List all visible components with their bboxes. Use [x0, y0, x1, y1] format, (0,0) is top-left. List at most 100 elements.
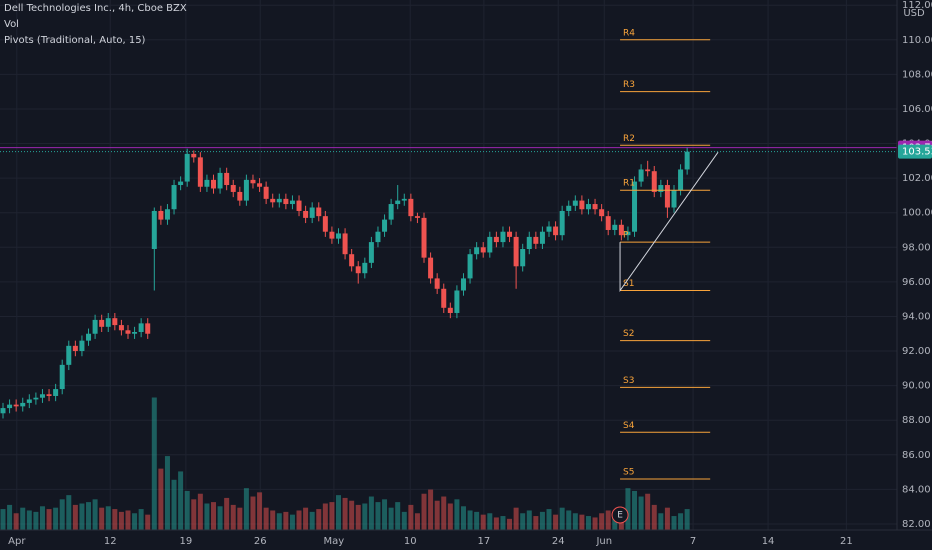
candle-body: [145, 323, 151, 334]
candle-body: [224, 172, 230, 186]
volume-bar: [447, 503, 453, 530]
candle-body: [86, 333, 92, 341]
volume-bar: [546, 509, 552, 530]
volume-bar: [507, 518, 513, 530]
candle-body: [428, 257, 434, 279]
volume-bar: [289, 514, 295, 530]
candle-body: [454, 290, 460, 313]
candle-body: [257, 183, 263, 187]
pivot-label: S1: [623, 279, 634, 289]
x-tick-label: 19: [180, 536, 193, 547]
candle-body: [171, 185, 177, 210]
candle-body: [572, 200, 578, 206]
candle-body: [579, 200, 585, 210]
candle-body: [263, 186, 269, 199]
candle-body: [335, 233, 341, 239]
pivot-label: P: [623, 231, 629, 241]
y-tick-label: 82.00: [902, 519, 931, 530]
candle-body: [645, 169, 651, 172]
candle-body: [349, 254, 355, 267]
volume-bar: [164, 456, 170, 530]
volume-bar: [322, 503, 328, 530]
volume-bar: [342, 497, 348, 530]
volume-bar: [599, 513, 605, 530]
volume-bar: [145, 514, 151, 530]
volume-bar: [138, 509, 144, 530]
volume-bar: [467, 510, 473, 530]
candle-body: [243, 179, 249, 201]
candle-body: [39, 394, 45, 398]
candle-body: [434, 278, 440, 289]
candle-body: [72, 345, 78, 352]
volume-bar: [171, 479, 177, 530]
volume-bar: [296, 510, 302, 530]
candle-body: [132, 332, 138, 334]
candle-body: [638, 169, 644, 182]
candle-body: [59, 364, 65, 390]
candle-body: [191, 153, 197, 158]
volume-bar: [566, 510, 572, 530]
volume-bar: [349, 500, 355, 530]
candle-body: [447, 307, 453, 313]
y-tick-label: 112.00: [902, 0, 932, 11]
volume-bar: [197, 493, 203, 530]
pivot-label: S4: [623, 421, 635, 431]
volume-bar: [283, 511, 289, 530]
volume-bar: [395, 502, 401, 530]
candle-body: [382, 219, 388, 232]
candle-body: [618, 224, 624, 236]
volume-bar: [263, 507, 269, 530]
volume-bar: [59, 499, 65, 530]
volume-bar: [309, 511, 315, 530]
volume-bar: [0, 509, 6, 530]
volume-bar: [664, 507, 670, 530]
pivot-label: S2: [623, 329, 634, 339]
candle-body: [664, 185, 670, 208]
chart-title: Dell Technologies Inc., 4h, Cboe BZX: [4, 3, 187, 14]
indicator-label: Pivots (Traditional, Auto, 15): [4, 35, 146, 46]
candle-body: [671, 190, 677, 208]
candle-body: [526, 236, 532, 250]
candle-body: [520, 249, 526, 267]
y-tick-label: 106.00: [902, 104, 932, 115]
candle-body: [500, 231, 506, 243]
candle-body: [289, 200, 295, 205]
x-tick-label: Apr: [8, 536, 26, 547]
candle-body: [197, 157, 203, 187]
candle-body: [66, 345, 72, 365]
candle-body: [112, 318, 118, 326]
volume-bar: [632, 490, 638, 530]
volume-bar: [355, 504, 361, 530]
x-tick-label: 17: [478, 536, 491, 547]
y-tick-label: 108.00: [902, 69, 932, 80]
candle-body: [118, 325, 124, 331]
volume-bar: [26, 510, 32, 530]
candle-body: [211, 179, 217, 189]
volume-bar: [434, 500, 440, 530]
volume-bar: [224, 497, 230, 530]
candle-body: [164, 209, 170, 220]
volume-bar: [645, 493, 651, 530]
volume-bar: [191, 499, 197, 530]
candle-body: [362, 262, 368, 274]
volume-bar: [178, 471, 184, 530]
volume-bar: [125, 510, 131, 530]
volume-bar: [658, 513, 664, 530]
candle-body: [599, 209, 605, 217]
last-price-label: 103.53: [902, 147, 932, 158]
volume-bar: [276, 513, 282, 530]
y-tick-label: 102.00: [902, 173, 932, 184]
x-tick-label: 7: [690, 536, 696, 547]
volume-bar: [158, 468, 164, 530]
volume-bar: [579, 514, 585, 530]
y-tick-label: 96.00: [902, 277, 931, 288]
candle-body: [250, 179, 256, 184]
volume-bar: [92, 499, 98, 530]
candle-body: [283, 198, 289, 205]
volume-bar: [13, 513, 19, 530]
currency-label[interactable]: USD: [903, 8, 925, 19]
candle-body: [316, 207, 322, 217]
volume-bar: [316, 509, 322, 530]
volume-bar: [375, 502, 381, 530]
